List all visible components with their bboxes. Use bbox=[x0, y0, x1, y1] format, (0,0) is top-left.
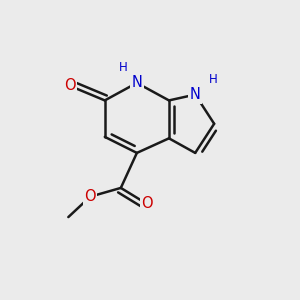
Text: N: N bbox=[190, 87, 201, 102]
Text: O: O bbox=[64, 78, 76, 93]
Text: N: N bbox=[131, 75, 142, 90]
Text: H: H bbox=[209, 73, 218, 86]
Text: O: O bbox=[141, 196, 153, 211]
Text: O: O bbox=[84, 189, 96, 204]
Text: H: H bbox=[118, 61, 127, 74]
